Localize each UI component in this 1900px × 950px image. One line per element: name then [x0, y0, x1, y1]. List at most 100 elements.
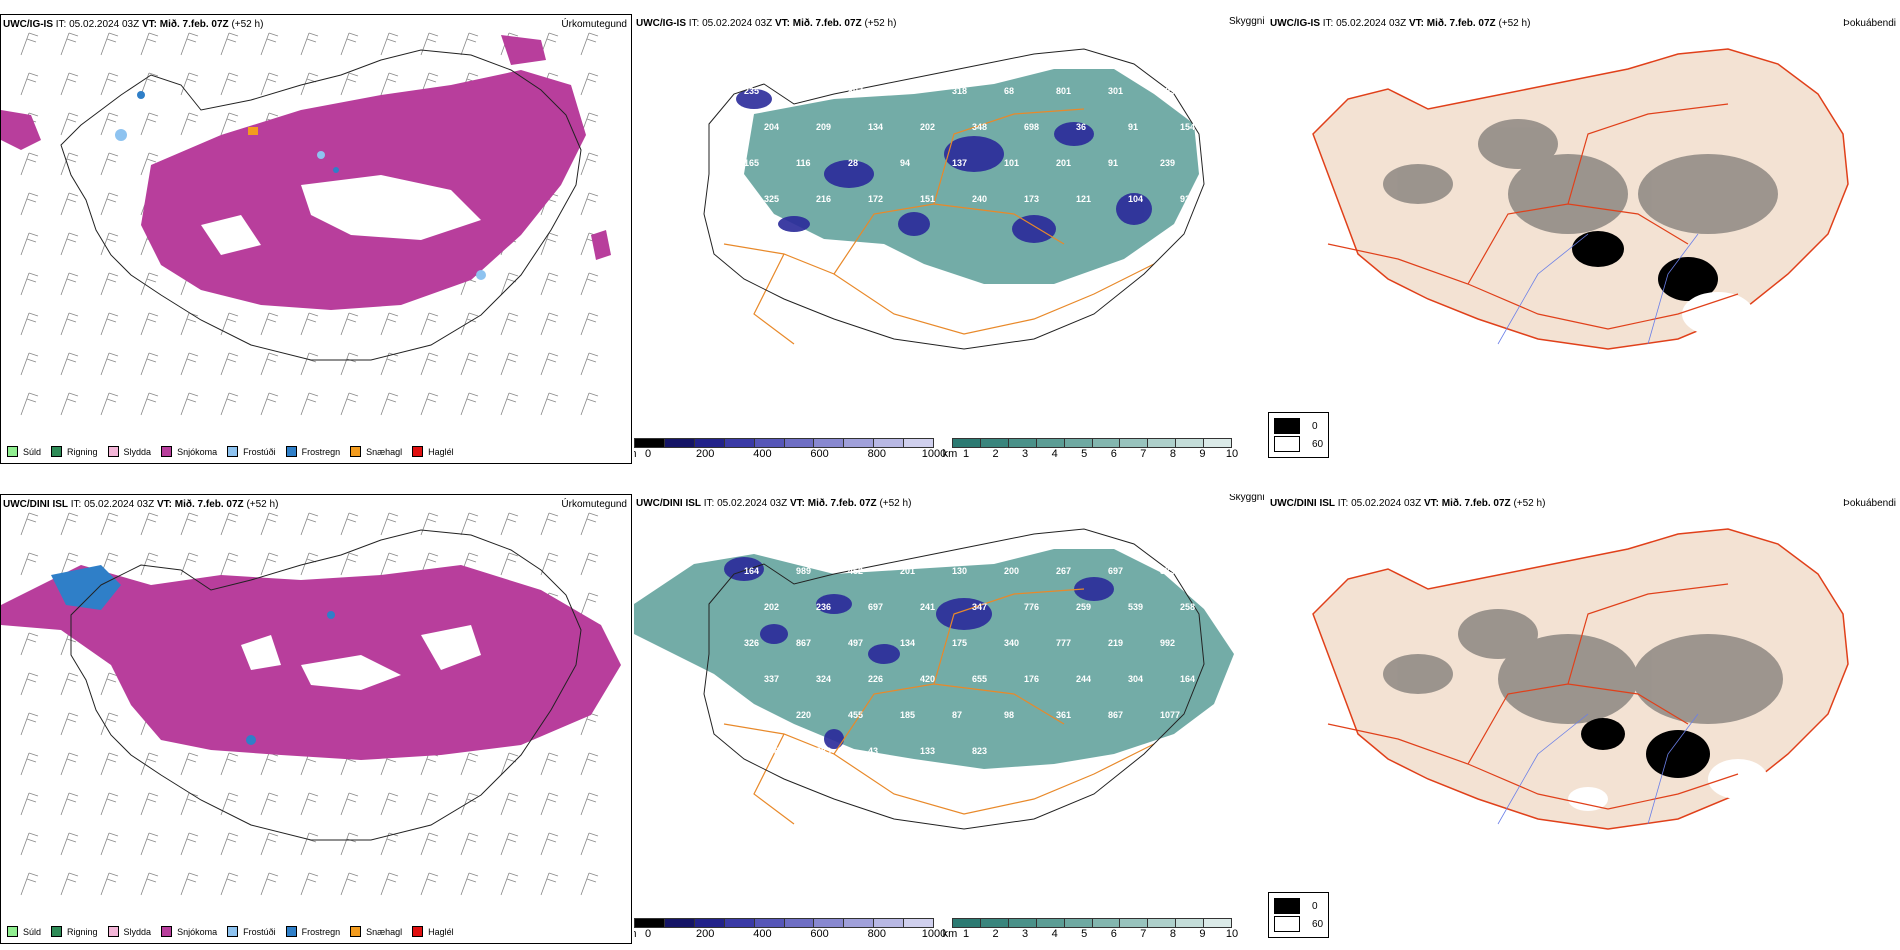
- ceiling-label: 326: [744, 638, 759, 648]
- wind-barb: [60, 832, 79, 856]
- wind-barb: [20, 712, 39, 736]
- colorbar-tick: 2: [992, 928, 999, 940]
- panel-title: Þokuábendi: [1843, 18, 1896, 29]
- snow-area: [1, 565, 621, 760]
- wind-barb: [100, 112, 119, 136]
- colorbar-tick: 5: [1081, 928, 1088, 940]
- ceiling-label: 497: [848, 638, 863, 648]
- ceiling-label: 337: [764, 674, 779, 684]
- legend-item: Rigning: [51, 446, 98, 457]
- wind-barb: [500, 272, 519, 296]
- fog-legend-swatch: [1274, 916, 1300, 932]
- colorbar-tick: 1: [962, 448, 970, 460]
- fog-panel-dini: UWC/DINI ISL IT: 05.02.2024 03Z VT: Mið.…: [1268, 494, 1900, 944]
- ceiling-label: 154: [1180, 122, 1195, 132]
- ceiling-label: 989: [796, 566, 811, 576]
- ceiling-label: 361: [1056, 710, 1071, 720]
- ceiling-label: 104: [1128, 194, 1143, 204]
- ceiling-label: 134: [868, 122, 883, 132]
- legend-swatch: [7, 446, 18, 457]
- iceland-outline: [60, 49, 582, 361]
- wind-barb: [580, 752, 599, 776]
- wind-barb: [580, 592, 599, 616]
- colorbar-swatch: [663, 438, 694, 448]
- wind-barb: [140, 392, 159, 416]
- colorbar-swatch: [1119, 438, 1148, 448]
- ceiling-label: 867: [796, 638, 811, 648]
- legend-swatch: [161, 446, 173, 457]
- wind-barb: [100, 712, 119, 736]
- precip-map: [1, 512, 621, 896]
- legend-item: Frostregn: [285, 926, 340, 937]
- colorbar-tick: 800: [867, 928, 886, 940]
- wind-barb: [300, 872, 319, 896]
- wind-barb: [260, 392, 279, 416]
- wind-barb: [460, 792, 479, 816]
- wind-barb: [20, 512, 39, 536]
- wind-barb: [500, 352, 519, 376]
- panel-title: Úrkomutegund: [561, 499, 627, 510]
- legend-item: Haglél: [412, 446, 454, 457]
- colorbar-tick: 4: [1051, 928, 1058, 940]
- wind-barb: [380, 32, 399, 56]
- legend-swatch: [7, 926, 18, 937]
- wind-barb: [180, 872, 199, 896]
- ceiling-label: 324: [816, 674, 831, 684]
- wind-barb: [100, 672, 119, 696]
- wind-barb: [300, 32, 319, 56]
- wind-barb: [500, 512, 519, 536]
- ceiling-label: 698: [1024, 122, 1039, 132]
- wind-barb: [140, 552, 159, 576]
- wind-barb: [380, 552, 399, 576]
- wind-barb: [580, 552, 599, 576]
- ceiling-label: 777: [1056, 638, 1071, 648]
- wind-barb: [20, 672, 39, 696]
- colorbar-swatch: [1203, 438, 1233, 448]
- ceiling-label: 130: [952, 566, 967, 576]
- wind-barb: [300, 512, 319, 536]
- colorbar-tick: 800: [867, 448, 886, 460]
- wind-barb: [20, 192, 39, 216]
- wind-barb: [260, 872, 279, 896]
- wind-barb: [260, 832, 279, 856]
- wind-barb: [380, 512, 399, 536]
- wind-barb: [140, 512, 159, 536]
- legend-item: Frostregn: [285, 446, 340, 457]
- ceiling-label: 420: [920, 674, 935, 684]
- ceiling-label: 318: [952, 86, 967, 96]
- ceiling-label: 348: [972, 122, 987, 132]
- ceiling-label: 172: [868, 194, 883, 204]
- wind-barb: [220, 352, 239, 376]
- precip-legend: Súld Rigning Slydda Snjókoma Frostúði Fr…: [7, 446, 454, 457]
- wind-barb: [220, 872, 239, 896]
- ceiling-label: 91: [1128, 122, 1138, 132]
- colorbar-swatch: [813, 918, 844, 928]
- legend-item: Slydda: [107, 446, 151, 457]
- wind-barb: [340, 552, 359, 576]
- colorbar-tick: 1000: [921, 928, 947, 940]
- ceiling-label: 304: [1128, 674, 1143, 684]
- ceiling-label: 209: [816, 122, 831, 132]
- colorbar-swatch: [1035, 918, 1064, 928]
- wind-barb: [100, 192, 119, 216]
- legend-swatch: [107, 926, 119, 937]
- ceiling-label: 133: [920, 746, 935, 756]
- fog-map: [1312, 528, 1849, 830]
- ceiling-label: 204: [764, 122, 779, 132]
- ceiling-label: 91: [1108, 158, 1118, 168]
- wind-barb: [60, 752, 79, 776]
- colorbar-tick: 8: [1169, 928, 1176, 940]
- colorbar-tick: 0: [644, 448, 652, 460]
- ceiling-label: 325: [764, 194, 779, 204]
- ceiling-label: 202: [764, 602, 779, 612]
- wind-barb: [340, 312, 359, 336]
- wind-barb: [460, 352, 479, 376]
- colorbar-swatch: [1091, 918, 1120, 928]
- colorbar-swatch: [952, 438, 980, 448]
- wind-barb: [60, 272, 79, 296]
- wind-barb: [260, 792, 279, 816]
- wind-barb: [220, 312, 239, 336]
- colorbar-tick: 6: [1110, 928, 1117, 940]
- wind-barb: [260, 312, 279, 336]
- panel-title: Úrkomutegund: [561, 19, 627, 30]
